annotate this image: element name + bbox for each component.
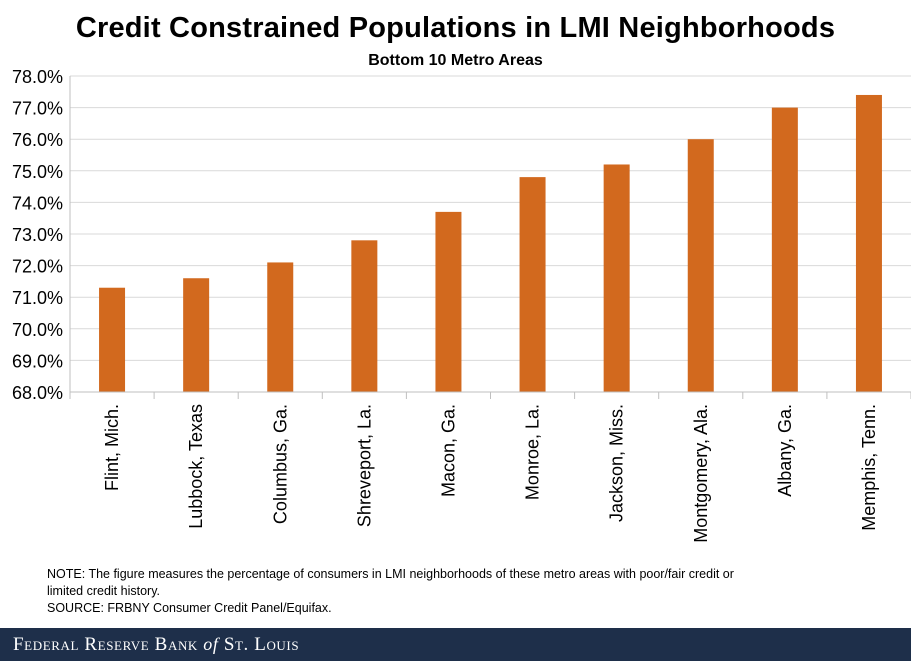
x-tick-label: Columbus, Ga.: [270, 404, 290, 524]
y-tick-label: 73.0%: [12, 225, 63, 245]
y-tick-label: 71.0%: [12, 288, 63, 308]
chart-title: Credit Constrained Populations in LMI Ne…: [75, 12, 836, 44]
y-tick-label: 76.0%: [12, 130, 63, 150]
bar: [435, 211, 462, 392]
y-tick-label: 69.0%: [12, 351, 63, 371]
x-tick-label: Jackson, Miss.: [607, 404, 627, 522]
bar: [771, 107, 798, 392]
y-tick-label: 70.0%: [12, 320, 63, 340]
x-tick-label: Monroe, La.: [523, 404, 543, 500]
brand-logo-text: Federal Reserve Bank of St. Louis: [13, 634, 299, 656]
x-tick-label: Lubbock, Texas: [186, 404, 206, 529]
bar: [351, 240, 378, 392]
chart-subtitle: Bottom 10 Metro Areas: [368, 52, 543, 69]
y-tick-label: 75.0%: [12, 162, 63, 182]
bars: [99, 94, 882, 393]
x-tick-label: Flint, Mich.: [102, 404, 122, 491]
note-line-2: limited credit history.: [47, 584, 160, 598]
axes: [69, 76, 911, 399]
y-tick-label: 68.0%: [12, 383, 63, 403]
source-line: SOURCE: FRBNY Consumer Credit Panel/Equi…: [47, 601, 332, 615]
gridlines: [70, 75, 911, 361]
bar: [855, 94, 882, 393]
bar: [267, 262, 294, 392]
x-tick-label: Macon, Ga.: [438, 404, 458, 497]
footer-bar: Federal Reserve Bank of St. Louis: [0, 628, 911, 661]
bar: [519, 177, 546, 392]
x-tick-label: Shreveport, La.: [354, 404, 374, 527]
y-tick-labels: 68.0% 69.0% 70.0% 71.0% 72.0% 73.0% 74.0% 75.0%…: [12, 67, 63, 403]
brand-prefix: Federal Reserve Bank: [13, 634, 204, 655]
bar: [603, 164, 630, 392]
brand-of: of: [203, 634, 219, 654]
y-tick-label: 72.0%: [12, 257, 63, 277]
note-line-1: NOTE: The figure measures the percentage…: [47, 567, 734, 581]
y-tick-label: 77.0%: [12, 99, 63, 119]
x-tick-label: Memphis, Tenn.: [859, 404, 879, 531]
x-tick-labels: Flint, Mich. Lubbock, Texas Columbus, Ga. S…: [102, 404, 879, 543]
bar: [687, 139, 714, 392]
x-tick-label: Montgomery, Ala.: [691, 404, 711, 543]
brand-suffix: St. Louis: [218, 634, 300, 655]
y-tick-label: 78.0%: [12, 67, 63, 87]
y-tick-label: 74.0%: [12, 193, 63, 213]
bar: [99, 287, 126, 392]
bar: [183, 278, 210, 392]
bar-chart: 68.0% 69.0% 70.0% 71.0% 72.0% 73.0% 74.0% 75.0%…: [12, 67, 911, 543]
chart-notes: NOTE: The figure measures the percentage…: [47, 566, 897, 617]
x-tick-label: Albany, Ga.: [775, 404, 795, 497]
